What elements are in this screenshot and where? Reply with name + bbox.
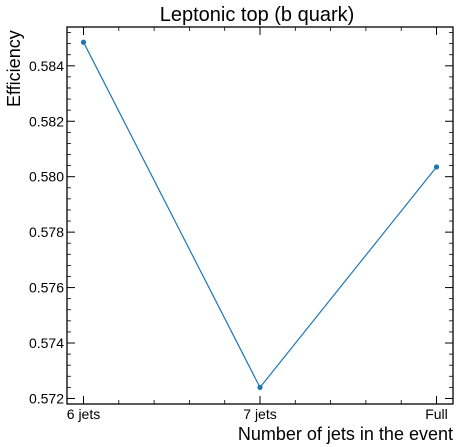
series-layer [80, 39, 440, 390]
x-tick-label: 7 jets [243, 406, 276, 422]
x-tick-label: 6 jets [67, 406, 100, 422]
y-tick-label: 0.572 [29, 390, 64, 406]
axis-ticks [67, 27, 453, 404]
y-tick-label: 0.574 [29, 335, 64, 351]
x-tick-label: Full [425, 406, 448, 422]
x-axis-label: Number of jets in the event [238, 424, 453, 444]
y-tick-label: 0.576 [29, 280, 64, 296]
data-point [80, 39, 87, 45]
x-tick-labels: 6 jets 7 jets Full [67, 406, 448, 422]
data-point [433, 164, 440, 170]
y-tick-labels: 0.572 0.574 0.576 0.578 0.580 0.582 0.584 [29, 58, 64, 407]
y-tick-label: 0.580 [29, 169, 64, 185]
plot-frame [66, 26, 454, 405]
data-point [257, 384, 263, 390]
chart-title: Leptonic top (b quark) [160, 4, 355, 26]
y-tick-label: 0.584 [29, 58, 64, 74]
y-axis-label: Efficiency [4, 30, 24, 107]
y-tick-label: 0.582 [29, 113, 64, 129]
y-tick-label: 0.578 [29, 224, 64, 240]
